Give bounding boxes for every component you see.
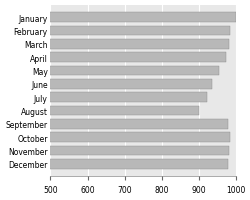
- Bar: [0, 146, 228, 155]
- Bar: [0, 66, 218, 76]
- Bar: [0, 93, 206, 102]
- Bar: [0, 106, 198, 116]
- Bar: [0, 80, 211, 89]
- Bar: [0, 133, 229, 142]
- Bar: [0, 53, 226, 63]
- Bar: [0, 13, 235, 23]
- Bar: [0, 159, 228, 169]
- Bar: [0, 40, 228, 49]
- Bar: [0, 27, 229, 36]
- Bar: [0, 119, 228, 129]
